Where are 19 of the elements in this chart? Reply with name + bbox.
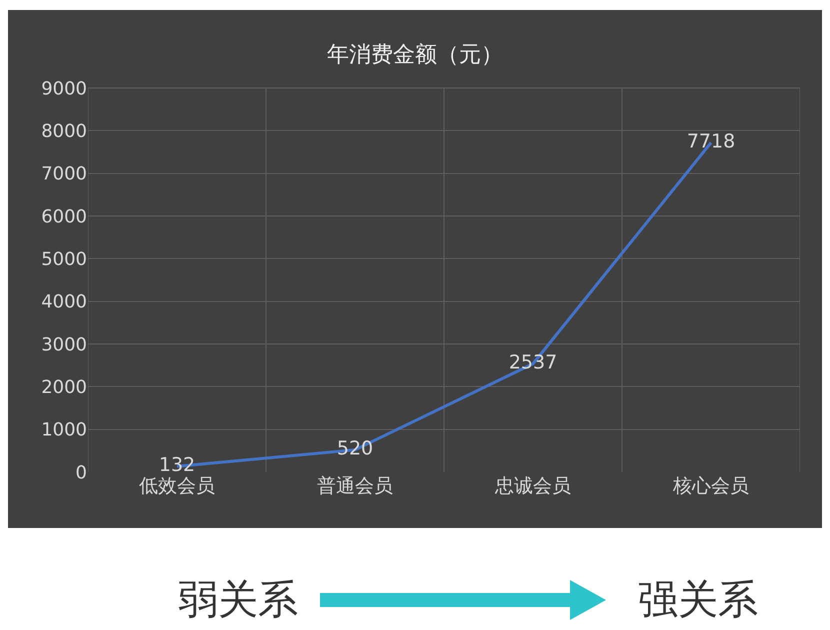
y-tick-label: 1000 [41, 420, 87, 441]
data-label: 132 [158, 454, 196, 476]
y-tick-label: 0 [76, 462, 87, 484]
text: 强关系 [638, 576, 758, 625]
chart-title: 年消费金额（元） [327, 42, 503, 68]
text: 弱关系 [178, 576, 298, 625]
y-tick-label: 9000 [41, 78, 87, 100]
x-tick-label: 普通会员 [317, 475, 393, 497]
y-tick-label: 5000 [41, 248, 87, 270]
y-tick-label: 8000 [41, 120, 87, 142]
y-tick-label: 6000 [41, 206, 87, 228]
x-tick-label: 忠诚会员 [494, 475, 571, 497]
y-tick-label: 7000 [41, 164, 87, 185]
y-tick-label: 4000 [41, 292, 87, 313]
y-tick-label: 3000 [41, 334, 87, 356]
y-tick-label: 2000 [41, 376, 87, 398]
x-tick-label: 核心会员 [672, 475, 749, 497]
x-tick-label: 低效会员 [139, 475, 215, 497]
data-label: 7718 [686, 130, 736, 152]
